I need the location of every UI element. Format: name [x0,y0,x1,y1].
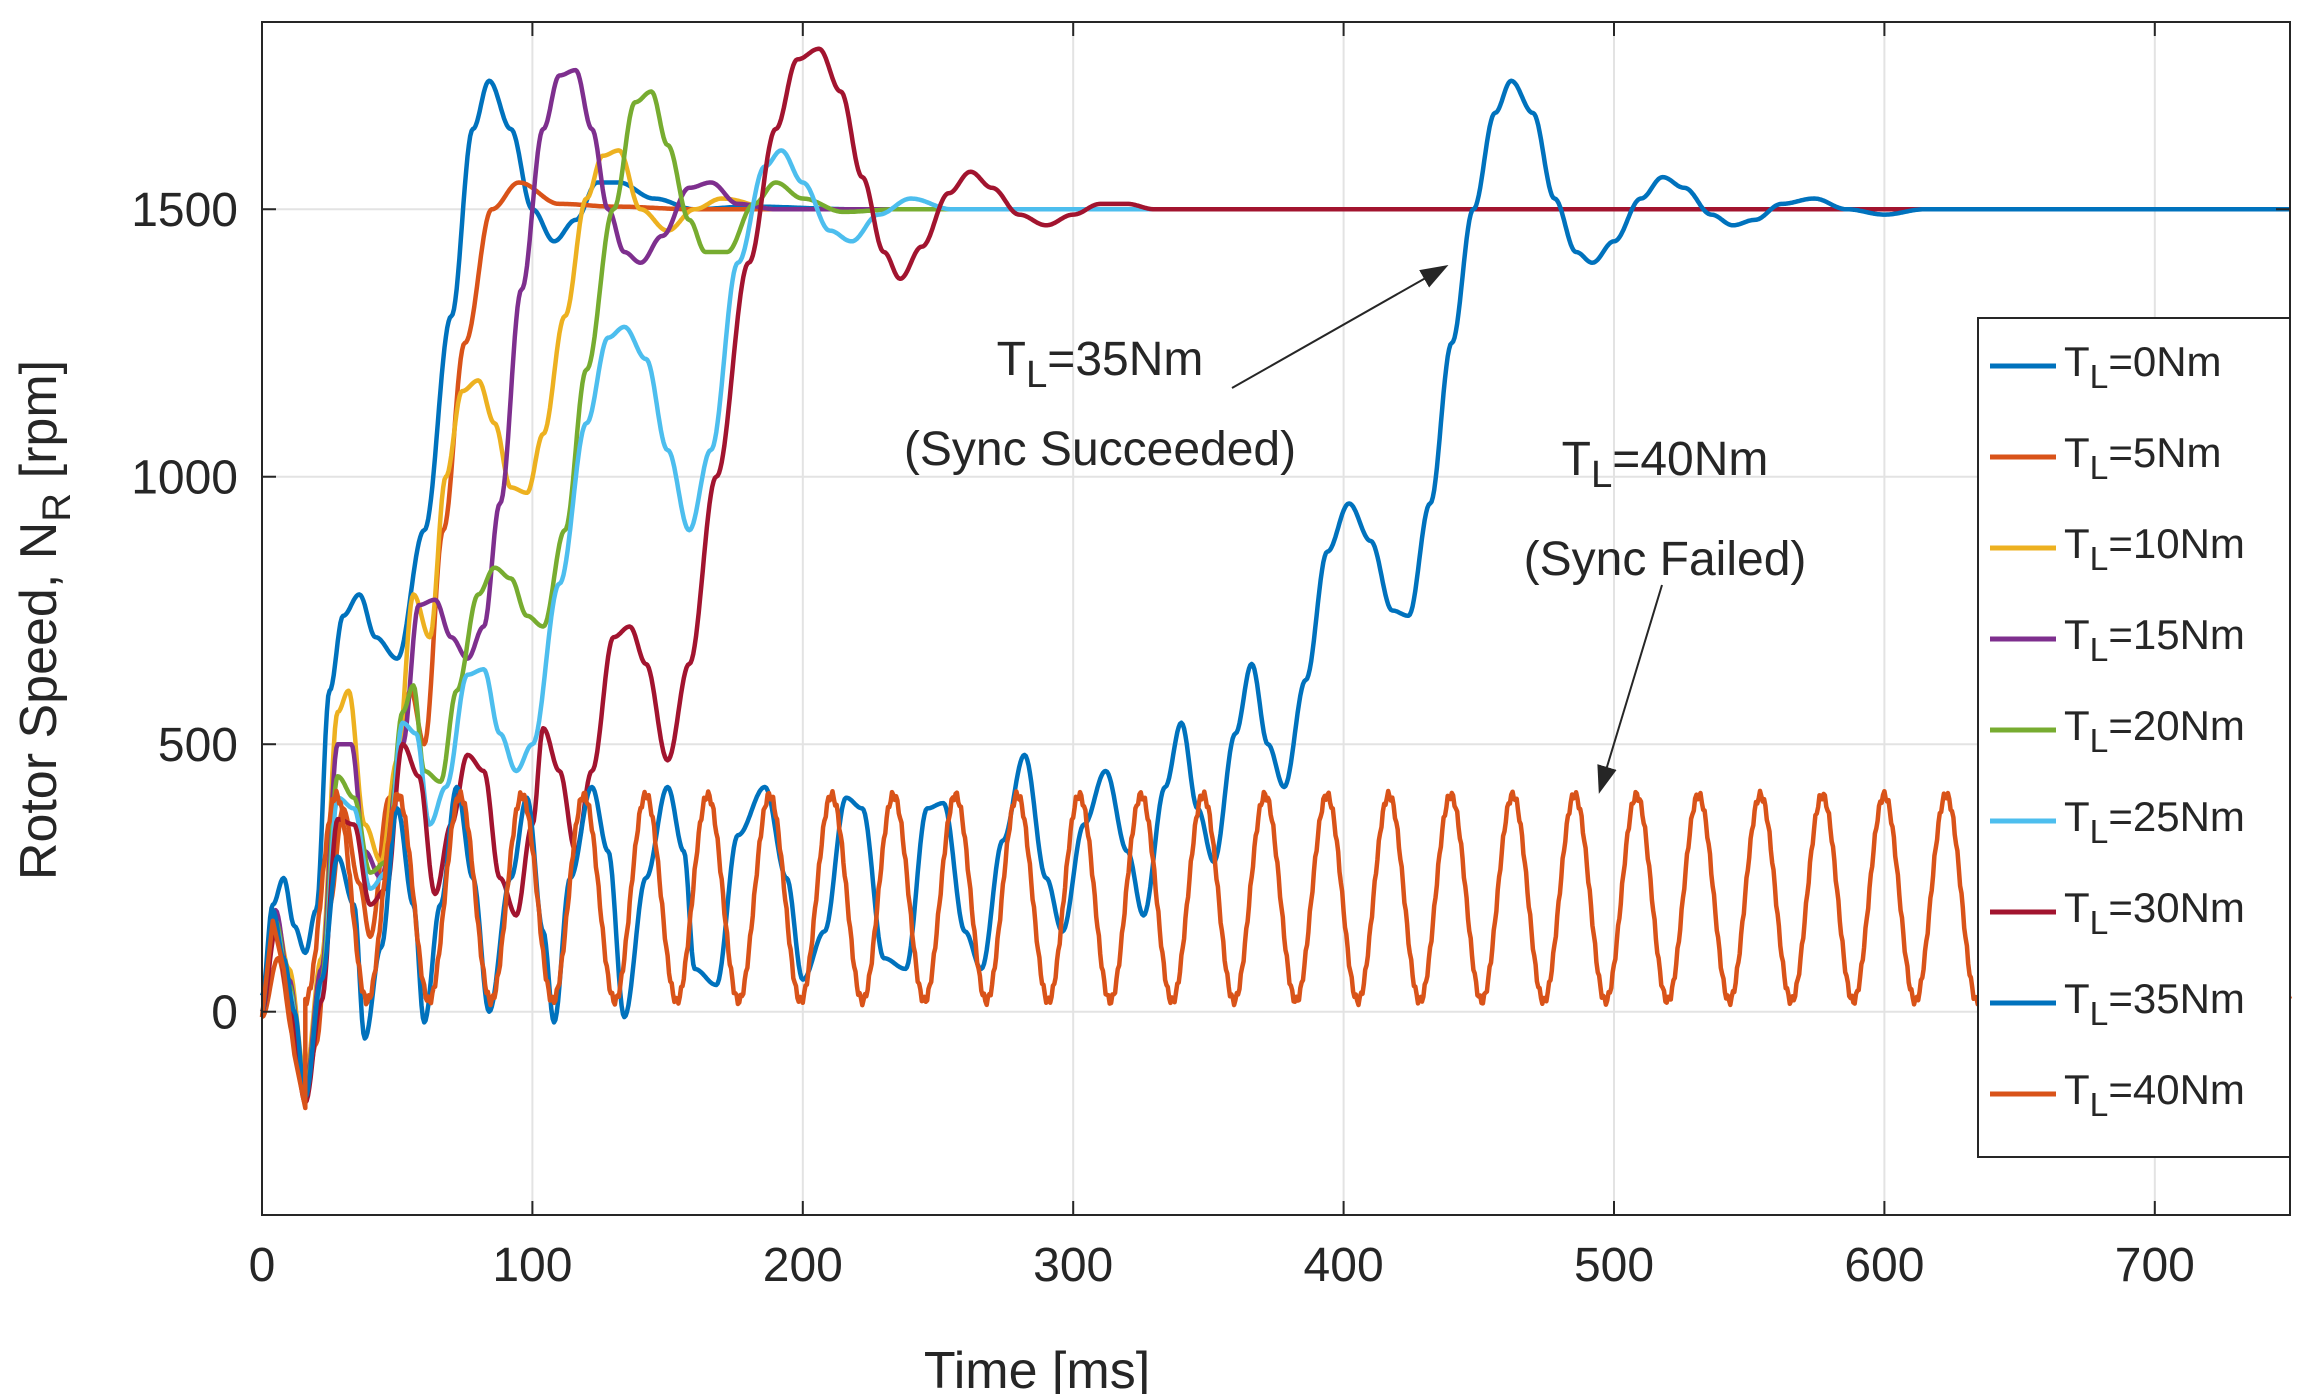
legend-label-main: T [2064,975,2090,1022]
legend-label-main: T [2064,793,2090,840]
annotation-note-1: (Sync Succeeded) [904,423,1296,476]
x-tick-label: 100 [492,1239,572,1292]
grid-lines [261,22,2290,1215]
legend-label-rest: =10Nm [2108,520,2245,567]
legend-label-main: T [2064,702,2090,749]
legend-label-rest: =0Nm [2108,338,2221,385]
y-tick-label: 500 [158,719,238,772]
annotation-arrow-1 [1231,265,1449,389]
legend-label: TL=5Nm [2064,429,2222,487]
legend-label: TL=15Nm [2064,611,2245,669]
annotation-arrow-2 [1597,584,1663,794]
legend-label-main: T [2064,520,2090,567]
legend-label-sub: L [2090,1087,2109,1124]
annotation-title-2-main: T [1562,433,1591,486]
legend-label-rest: =40Nm [2108,1066,2245,1113]
x-tick-label: 0 [249,1239,276,1292]
legend-label: TL=30Nm [2064,884,2245,942]
annotation-note-2: (Sync Failed) [1524,533,1807,586]
axes: 0 100 200 300 400 500 600 700 0 500 1000 1500 [131,21,2291,1292]
legend-label-main: T [2064,884,2090,931]
legend: TL=0NmTL=5NmTL=10NmTL=15NmTL=20NmTL=25Nm… [1977,317,2291,1158]
x-tick-label: 400 [1304,1239,1384,1292]
y-tick-label: 1000 [131,452,238,505]
x-tick-label: 200 [763,1239,843,1292]
legend-label-sub: L [2090,996,2109,1033]
annotation-title-2-rest: =40Nm [1612,433,1768,486]
legend-label-main: T [2064,611,2090,658]
legend-label-sub: L [2090,814,2109,851]
legend-label-sub: L [2090,359,2109,396]
y-axis-label-subscript: R [35,493,79,522]
y-tick-label: 1500 [131,184,238,237]
y-axis-label: Rotor Speed, NR [rpm] [10,360,79,880]
x-axis-label: Time [ms] [924,1342,1150,1394]
annotation-title-1-sub: L [1026,353,1047,396]
legend-label-main: T [2064,338,2090,385]
legend-label-sub: L [2090,541,2109,578]
x-tick-label: 500 [1574,1239,1654,1292]
legend-label: TL=25Nm [2064,793,2245,851]
legend-label-rest: =20Nm [2108,702,2245,749]
legend-label-rest: =5Nm [2108,429,2221,476]
annotation-title-2-sub: L [1591,453,1612,496]
legend-label-rest: =15Nm [2108,611,2245,658]
legend-label-sub: L [2090,632,2109,669]
legend-label-main: T [2064,429,2090,476]
x-tick-label: 600 [1844,1239,1924,1292]
annotation-title-1: TL=35Nm [997,333,1204,396]
y-tick-label: 0 [211,987,238,1040]
legend-label: TL=10Nm [2064,520,2245,578]
y-axis-label-unit: [rpm] [10,360,68,493]
legend-label-main: T [2064,1066,2090,1113]
legend-label-rest: =35Nm [2108,975,2245,1022]
annotation-title-1-rest: =35Nm [1047,333,1203,386]
legend-label-rest: =25Nm [2108,793,2245,840]
series-line-35nm [259,78,2291,1100]
legend-label: TL=0Nm [2064,338,2222,396]
legend-label: TL=20Nm [2064,702,2245,760]
series-line-40nm [259,788,2293,1111]
legend-label: TL=40Nm [2064,1066,2245,1124]
annotation-title-1-main: T [997,333,1026,386]
x-tick-label: 300 [1033,1239,1113,1292]
legend-label-sub: L [2090,450,2109,487]
legend-label-sub: L [2090,905,2109,942]
annotations: TL=35Nm(Sync Succeeded) TL=40Nm(Sync Fail… [904,265,1807,794]
annotation-title-2: TL=40Nm [1562,433,1769,496]
series-lines [259,46,2293,1111]
x-tick-label: 700 [2115,1239,2195,1292]
legend-label-sub: L [2090,723,2109,760]
legend-label: TL=35Nm [2064,975,2245,1033]
legend-label-rest: =30Nm [2108,884,2245,931]
